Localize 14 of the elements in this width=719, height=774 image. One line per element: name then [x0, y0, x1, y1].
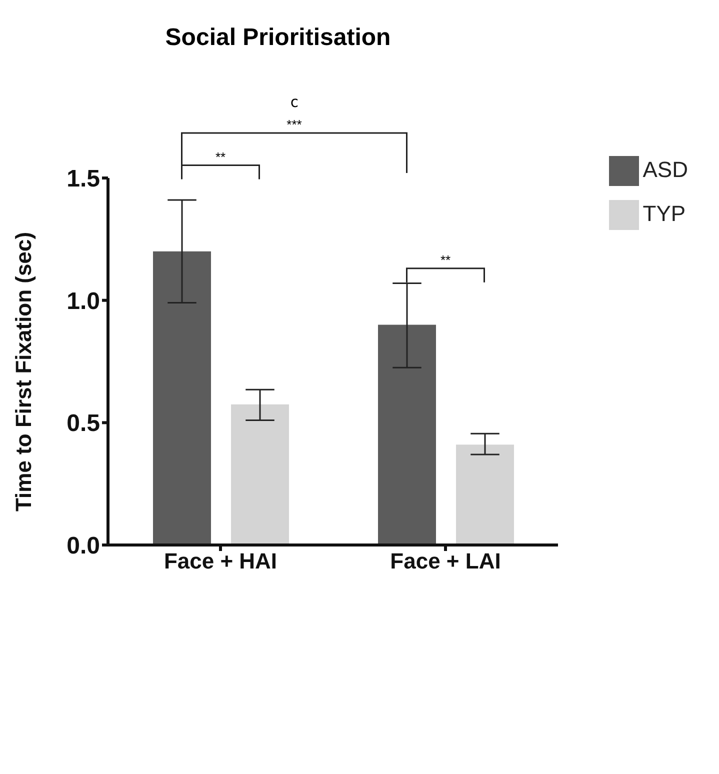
x-tick-label: Face + HAI: [164, 548, 278, 574]
text: ***: [286, 117, 302, 132]
legend-label: ASD: [642, 157, 688, 182]
x-tick-label: Face + LAI: [390, 548, 501, 574]
text: **: [215, 149, 226, 164]
y-tick-label: 0.5: [66, 410, 100, 438]
chart-title: Social Prioritisation: [164, 23, 392, 52]
annotation: **: [440, 252, 451, 268]
text: c: [290, 93, 299, 111]
legend-label: TYP: [642, 201, 686, 226]
y-tick-label: 1.5: [66, 166, 100, 193]
y-tick-label: 0.0: [66, 532, 100, 560]
y-axis-title: Time to First Fixation (sec): [10, 232, 36, 512]
y-tick-label: 1.0: [66, 288, 100, 315]
